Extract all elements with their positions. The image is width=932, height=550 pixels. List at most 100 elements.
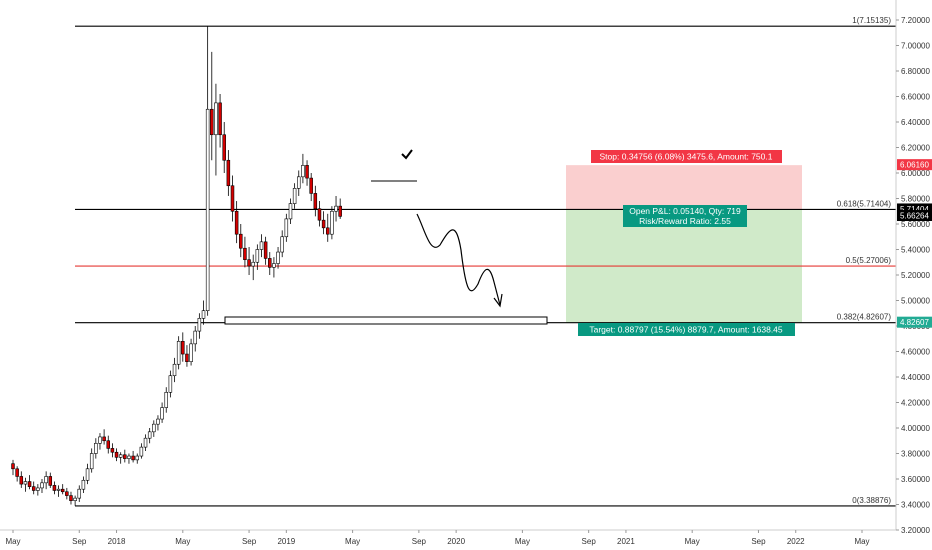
candle-body: [185, 353, 189, 362]
candle-body: [94, 442, 98, 454]
candle-body: [114, 451, 119, 458]
candle-body: [251, 261, 255, 267]
candle-body: [230, 185, 235, 212]
price-tag-label: 4.82607: [900, 318, 929, 327]
candle-body: [321, 219, 326, 229]
candle-body: [89, 453, 94, 470]
candle-body: [247, 259, 251, 267]
candle-body: [218, 102, 222, 136]
candle-body: [334, 205, 338, 212]
candle-body: [44, 476, 48, 484]
candle-body: [139, 446, 144, 457]
price-candles: [11, 26, 342, 506]
projection-arrow: [416, 213, 501, 306]
forecast-drawing[interactable]: [371, 149, 503, 308]
candle-body: [156, 418, 160, 425]
candle-body: [201, 310, 206, 319]
time-tick-label: 2019: [277, 537, 295, 546]
candle-body: [60, 488, 65, 493]
fib-retracement[interactable]: 1(7.15135) 0.618(5.71404) 0.5(5.27006) 0.38…: [75, 16, 896, 507]
price-tick-label: 6.20000: [901, 144, 930, 153]
price-tag-bg: [897, 316, 932, 328]
pnl-label-bg: [623, 205, 747, 227]
time-tick-label: Sep: [72, 537, 87, 546]
candle-body: [19, 476, 24, 485]
candle-body: [326, 227, 330, 235]
candle-body: [143, 437, 148, 448]
stop-label: Stop: 0.34756 (6.08%) 3475.6, Amount: 75…: [600, 152, 773, 162]
price-tick-label: 4.20000: [901, 399, 930, 408]
candle-body: [189, 343, 193, 363]
candle-body: [164, 391, 168, 408]
stop-loss-zone[interactable]: [566, 165, 802, 210]
fib-label: 0.618(5.71404): [837, 199, 892, 208]
price-tick-label: 4.60000: [901, 348, 930, 357]
stop-label-bg: [591, 150, 782, 163]
candle-body: [280, 236, 284, 253]
candle-body: [268, 258, 272, 268]
candle-body: [255, 249, 260, 263]
fib-label: 0.382(4.82607): [837, 313, 892, 322]
candle-body: [226, 159, 231, 187]
price-tick-label: 7.00000: [901, 42, 930, 51]
price-tick-label: 5.40000: [901, 246, 930, 255]
price-tick-label: 4.00000: [901, 424, 930, 433]
fib-label: 0(3.38876): [852, 496, 891, 505]
candle-body: [27, 481, 32, 487]
candle-body: [118, 454, 123, 458]
time-axis[interactable]: May Sep 2018 May Sep 2019 May Sep 2020 May Sep 2021…: [0, 529, 896, 546]
candle-body: [205, 108, 210, 311]
target-label-bg: [578, 323, 795, 336]
support-rectangle[interactable]: [224, 316, 548, 325]
time-tick-label: May: [345, 537, 360, 546]
time-tick-label: 2022: [787, 537, 805, 546]
price-tick-label: 6.40000: [901, 118, 930, 127]
arrow-head: [493, 293, 503, 308]
candle-body: [135, 455, 139, 461]
candle-body: [160, 407, 164, 420]
candle-body: [214, 102, 218, 136]
price-tag-label: 5.71404: [900, 205, 929, 214]
candle-body: [181, 340, 185, 355]
candle-body: [263, 241, 268, 259]
price-tick-label: 3.60000: [901, 475, 930, 484]
price-tick-label: 6.80000: [901, 67, 930, 76]
candle-body: [31, 486, 36, 491]
time-tick-label: 2020: [447, 537, 465, 546]
price-tag-label: 5.66264: [900, 212, 929, 221]
fib-label: 1(7.15135): [852, 16, 891, 25]
candle-body: [65, 491, 69, 496]
price-tick-label: 4.40000: [901, 373, 930, 382]
candle-body: [168, 375, 173, 393]
candle-body: [176, 340, 181, 365]
position-zones: [566, 165, 802, 323]
price-tick-label: 5.00000: [901, 297, 930, 306]
price-tick-label: 5.80000: [901, 195, 930, 204]
candle-body: [210, 108, 214, 136]
candle-body: [222, 134, 226, 161]
price-tag-label: 6.06160: [900, 161, 929, 170]
candle-body: [272, 263, 276, 268]
candle-body: [234, 210, 239, 235]
candle-body: [197, 318, 202, 332]
candle-body: [106, 440, 111, 449]
candle-body: [284, 218, 289, 238]
position-labels: Stop: 0.34756 (6.08%) 3475.6, Amount: 75…: [578, 150, 795, 336]
price-tag-bg: [897, 210, 932, 222]
price-axis[interactable]: 7.20000 7.00000 6.80000 6.60000 6.40000 6.200…: [895, 0, 930, 535]
price-tick-label: 7.20000: [901, 16, 930, 25]
candle-body: [102, 436, 106, 442]
candle-body: [131, 455, 135, 461]
candle-body: [110, 448, 115, 453]
check-mark-icon: [401, 149, 413, 160]
time-tick-label: Sep: [412, 537, 427, 546]
price-tick-label: 3.40000: [901, 501, 930, 510]
time-tick-label: Sep: [582, 537, 597, 546]
time-tick-label: Sep: [751, 537, 766, 546]
time-tick-label: May: [515, 537, 530, 546]
fib-label: 0.5(5.27006): [846, 256, 892, 265]
price-tick-label: 5.20000: [901, 271, 930, 280]
candle-body: [15, 468, 19, 477]
